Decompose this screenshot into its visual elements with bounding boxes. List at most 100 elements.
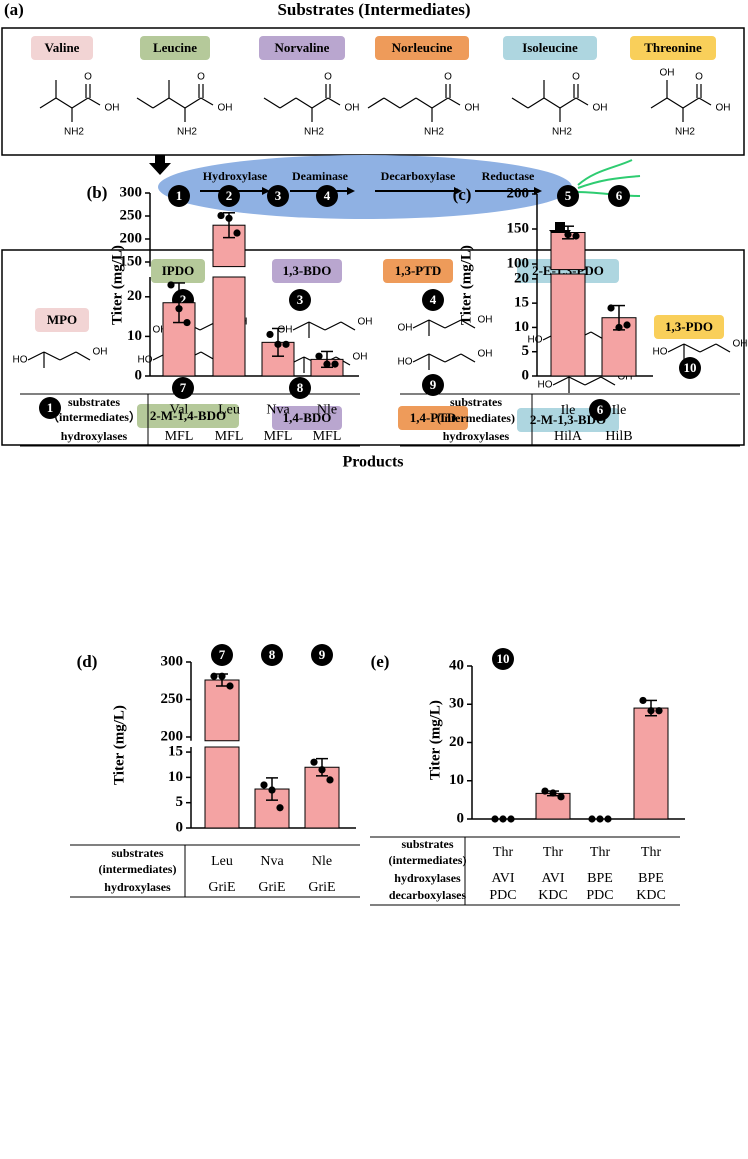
y-tick-label: 250	[161, 691, 184, 707]
bond	[511, 97, 529, 109]
annotation-circle	[557, 185, 579, 207]
bond	[431, 97, 449, 109]
data-point	[556, 225, 564, 233]
table-cell: GriE	[258, 880, 285, 895]
product-number: 3	[297, 292, 304, 307]
bar	[304, 766, 340, 829]
data-point	[541, 787, 549, 795]
compound-name: 2-E-1,3-PDO	[532, 263, 604, 278]
atom-label: NH2	[64, 127, 84, 138]
table-cell: MFL	[165, 429, 194, 444]
y-tick-label: 150	[120, 253, 143, 269]
compound-name: Valine	[45, 40, 80, 55]
enzyme: Hydroxylase	[203, 169, 268, 183]
y-tick-label: 10	[127, 328, 142, 344]
bar	[212, 276, 246, 377]
y-tick-label: 0	[457, 810, 465, 826]
name-box	[259, 36, 345, 60]
bond	[136, 97, 154, 109]
data-point	[226, 682, 234, 690]
y-tick-label: 100	[507, 255, 530, 271]
table-cell: Thr	[543, 845, 564, 860]
substrate-box	[1, 27, 745, 156]
data-point	[276, 804, 284, 812]
table-cell: MFL	[313, 429, 342, 444]
y-tick-label: 15	[168, 744, 183, 760]
atom-label: OH	[465, 103, 480, 114]
bond	[168, 97, 186, 109]
bond	[698, 97, 712, 106]
bond	[55, 97, 73, 109]
annotation-circle	[608, 185, 630, 207]
y-tick-label: 200	[161, 728, 184, 744]
compound-name: MPO	[47, 312, 77, 327]
enzyme: Decarboxylase	[381, 169, 456, 183]
name-box	[398, 406, 468, 430]
product-number: 7	[180, 380, 187, 395]
table-cell: Thr	[641, 845, 662, 860]
compound-name: 1,3-BDO	[283, 263, 332, 278]
data-point	[260, 781, 268, 789]
atom-label: OH	[398, 323, 413, 334]
name-box	[517, 259, 619, 283]
compound-name: Norvaline	[275, 40, 330, 55]
data-point	[210, 672, 218, 680]
bond	[650, 97, 668, 109]
atom-label: OH	[153, 325, 168, 336]
data-point	[491, 815, 499, 823]
product-number: 4	[430, 292, 437, 307]
bond	[200, 97, 214, 106]
pathway-ellipse	[158, 155, 572, 219]
panel-title: Substrates (Intermediates)	[277, 0, 470, 19]
y-tick-label: 20	[449, 734, 464, 750]
name-box	[31, 36, 93, 60]
annotation: 5	[565, 188, 572, 203]
y-tick-label: 300	[120, 184, 143, 200]
data-point	[647, 707, 655, 715]
bar	[633, 707, 669, 820]
y-tick-label: 5	[176, 794, 184, 810]
bond	[543, 97, 561, 109]
atom-label: OH	[358, 317, 373, 328]
atom-label: HO	[398, 357, 413, 368]
panel-label: (b)	[87, 183, 108, 202]
y-tick-label: 40	[449, 657, 464, 673]
annotation: 3	[275, 188, 282, 203]
bond	[412, 353, 430, 363]
bond	[71, 97, 89, 109]
data-point	[564, 231, 572, 239]
atom-label: OH	[618, 372, 633, 383]
table-row-label: hydroxylases	[61, 429, 128, 443]
product-number: 6	[597, 402, 604, 417]
data-point	[326, 776, 334, 784]
bar	[535, 792, 571, 820]
bond	[600, 376, 616, 386]
bond	[444, 353, 462, 363]
y-tick-label: 0	[522, 367, 530, 383]
bond	[59, 351, 77, 361]
product-number-circle	[422, 289, 444, 311]
data-point	[266, 330, 274, 339]
table-cell: HilB	[605, 429, 632, 444]
table-cell: Val	[170, 403, 189, 418]
table-cell: Ile	[561, 403, 576, 418]
table-cell: Thr	[590, 845, 611, 860]
bond	[340, 321, 356, 331]
atom-label: O	[324, 72, 332, 83]
atom-label: HO	[528, 335, 543, 346]
bond	[715, 343, 731, 353]
y-axis-label: Titer (mg/L)	[111, 705, 127, 785]
name-box	[383, 259, 453, 283]
table-row-label: substrates	[68, 395, 120, 409]
data-point	[315, 352, 323, 360]
product-number-circle	[589, 399, 611, 421]
table-cell: HilA	[554, 429, 583, 444]
atom-label: HO	[138, 355, 153, 366]
compound-name: Leucine	[153, 40, 197, 55]
annotation: 7	[219, 647, 226, 662]
product-number-circle	[39, 397, 61, 419]
table-row-label: decarboxylases	[389, 888, 467, 902]
table-row-label: (intermediates)	[389, 853, 467, 867]
bond	[399, 97, 417, 109]
